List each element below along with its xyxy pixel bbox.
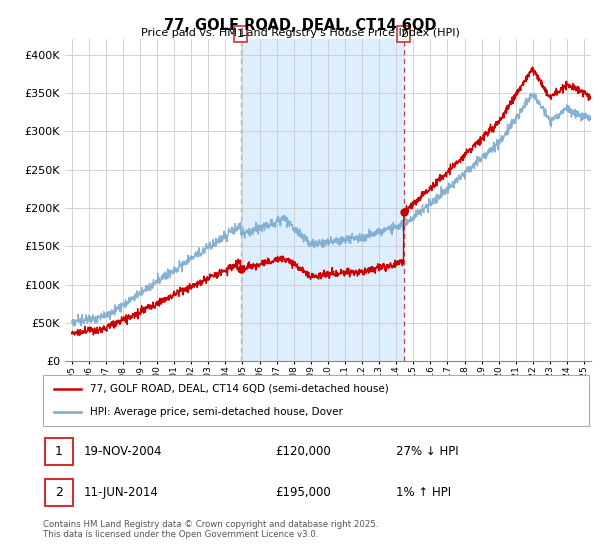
Text: 11-JUN-2014: 11-JUN-2014 bbox=[84, 486, 159, 500]
Text: 2: 2 bbox=[55, 486, 63, 500]
Text: 1: 1 bbox=[237, 29, 244, 39]
Bar bbox=[241, 39, 404, 361]
Text: £195,000: £195,000 bbox=[275, 486, 331, 500]
Text: 2: 2 bbox=[400, 29, 407, 39]
Text: 27% ↓ HPI: 27% ↓ HPI bbox=[397, 445, 459, 459]
Text: 19-NOV-2004: 19-NOV-2004 bbox=[84, 445, 163, 459]
Text: 77, GOLF ROAD, DEAL, CT14 6QD: 77, GOLF ROAD, DEAL, CT14 6QD bbox=[164, 18, 436, 33]
Text: HPI: Average price, semi-detached house, Dover: HPI: Average price, semi-detached house,… bbox=[89, 407, 343, 417]
Text: Contains HM Land Registry data © Crown copyright and database right 2025.
This d: Contains HM Land Registry data © Crown c… bbox=[43, 520, 379, 539]
Bar bbox=[45, 438, 73, 465]
Text: 77, GOLF ROAD, DEAL, CT14 6QD (semi-detached house): 77, GOLF ROAD, DEAL, CT14 6QD (semi-deta… bbox=[89, 384, 388, 394]
Text: 1: 1 bbox=[55, 445, 63, 459]
Text: Price paid vs. HM Land Registry's House Price Index (HPI): Price paid vs. HM Land Registry's House … bbox=[140, 28, 460, 38]
Bar bbox=[45, 479, 73, 506]
Text: 1% ↑ HPI: 1% ↑ HPI bbox=[397, 486, 452, 500]
Text: £120,000: £120,000 bbox=[275, 445, 331, 459]
